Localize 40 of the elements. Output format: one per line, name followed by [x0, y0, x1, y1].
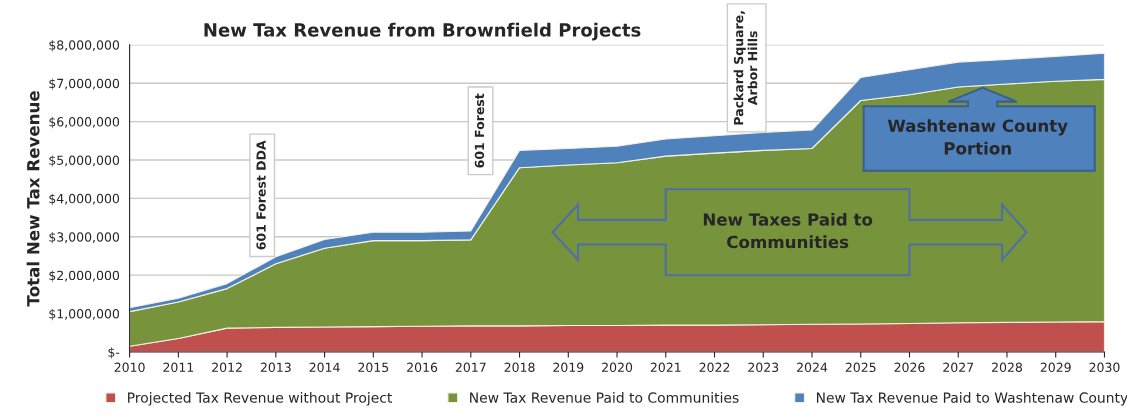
y-axis-title: Total New Tax Revenue [26, 91, 40, 307]
y-tick-label: $8,000,000 [49, 40, 120, 52]
y-tick-label: $- [108, 347, 120, 359]
annotation: Washtenaw County Portion [887, 119, 1068, 155]
y-tick-label: $3,000,000 [49, 232, 120, 244]
chart-title: New Tax Revenue from Brownfield Projects [204, 22, 641, 41]
y-tick-label: $6,000,000 [49, 116, 120, 129]
x-tick-label: 2011 [163, 362, 194, 373]
x-tick-label: 2022 [699, 362, 730, 373]
x-tick-label: 2016 [407, 362, 438, 373]
legend-label: Projected Tax Revenue without Project [128, 392, 393, 406]
y-tick-label: $7,000,000 [49, 78, 120, 90]
x-tick-label: 2013 [260, 362, 291, 373]
x-tick-label: 2025 [845, 362, 876, 373]
x-tick-label: 2027 [943, 362, 974, 373]
x-tick-label: 2030 [1089, 362, 1120, 373]
x-tick-label: 2012 [212, 362, 242, 373]
annotation: 601 Forest [474, 93, 485, 168]
x-tick-label: 2028 [991, 362, 1023, 373]
annotation: 601 Forest DDA [256, 140, 266, 250]
y-tick-label: $2,000,000 [49, 270, 120, 282]
x-tick-label: 2023 [748, 362, 779, 373]
x-tick-label: 2017 [455, 362, 486, 373]
x-tick-label: 2026 [894, 362, 925, 373]
annotation: Packard Square, Arbor Hills [733, 11, 758, 125]
x-tick-label: 2014 [309, 362, 340, 373]
x-tick-label: 2029 [1040, 362, 1071, 373]
x-tick-label: 2018 [504, 362, 535, 373]
legend-label: New Tax Revenue Paid to Washtenaw County [816, 392, 1127, 406]
legend-label: New Tax Revenue Paid to Communities [470, 392, 739, 403]
x-tick-label: 2010 [114, 362, 145, 373]
x-tick-label: 2024 [797, 362, 828, 373]
x-tick-label: 2019 [553, 362, 584, 373]
x-tick-label: 2021 [650, 362, 681, 373]
y-tick-label: $5,000,000 [49, 155, 120, 167]
x-tick-label: 2015 [358, 362, 389, 373]
y-tick-label: $1,000,000 [49, 308, 120, 321]
x-tick-label: 2020 [602, 362, 633, 373]
annotation: New Taxes Paid to Communities [703, 212, 873, 249]
y-tick-label: $4,000,000 [49, 193, 120, 205]
